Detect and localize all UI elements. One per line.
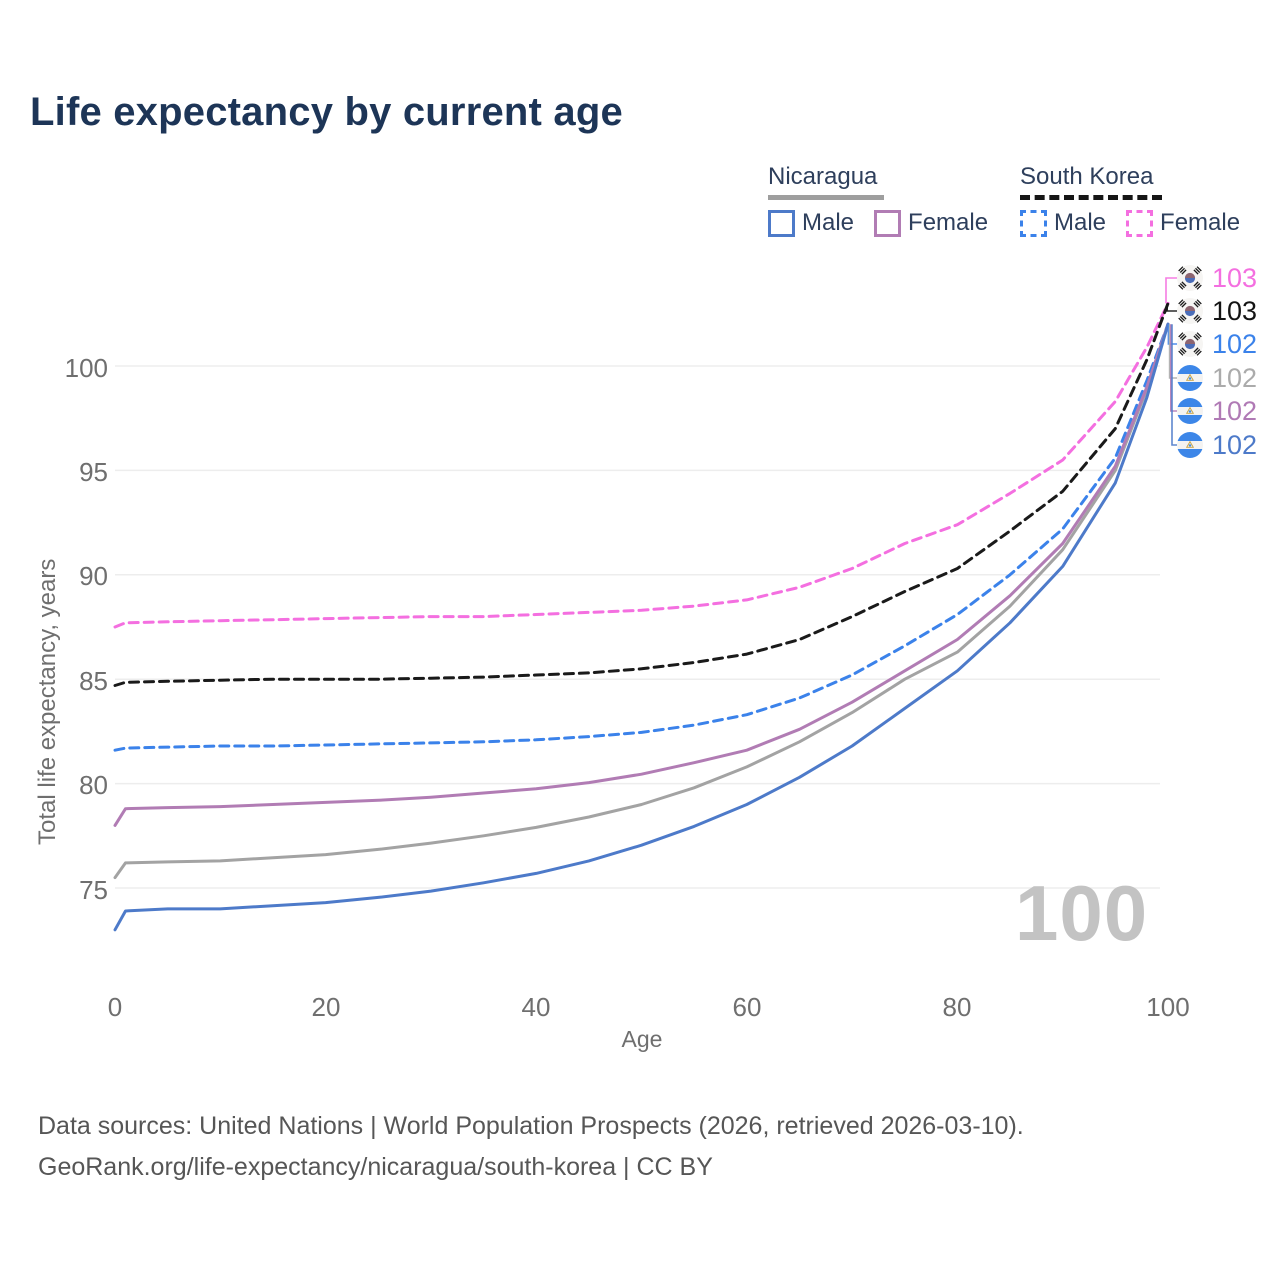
south-korea-flag-icon [1177, 265, 1203, 291]
end-value: 102 [1212, 328, 1258, 359]
legend-group-south-korea: South Korea Male Female [1020, 163, 1260, 237]
end-label-south-korea-total: 103 [1177, 295, 1258, 326]
attribution-line: GeoRank.org/life-expectancy/nicaragua/so… [38, 1153, 713, 1181]
south-korea-flag-icon [1177, 331, 1203, 357]
end-value: 103 [1212, 295, 1258, 326]
data-sources-line: Data sources: United Nations | World Pop… [38, 1112, 1024, 1140]
legend-label-south-korea-male[interactable]: Male [1054, 209, 1107, 236]
end-value: 102 [1212, 429, 1258, 460]
legend-country-nicaragua: Nicaragua [768, 163, 878, 190]
swatch-nicaragua-male[interactable] [768, 209, 795, 237]
x-tick-40: 40 [521, 992, 551, 1022]
nicaragua-flag-icon [1177, 398, 1203, 424]
end-label-nicaragua-female: 102 [1177, 395, 1258, 426]
legend-label-nicaragua-female[interactable]: Female [908, 209, 989, 236]
y-tick-80: 80 [79, 770, 108, 800]
x-tick-20: 20 [311, 992, 341, 1022]
y-tick-75: 75 [79, 875, 108, 905]
swatch-nicaragua-female[interactable] [874, 209, 902, 237]
page-title: Life expectancy by current age [30, 90, 623, 134]
x-tick-0: 0 [107, 992, 123, 1022]
x-axis-title: Age [621, 1026, 663, 1052]
y-tick-85: 85 [79, 666, 108, 696]
end-value: 103 [1212, 262, 1258, 293]
end-label-nicaragua-male: 102 [1177, 429, 1258, 460]
x-tick-60: 60 [732, 992, 762, 1022]
y-tick-90: 90 [79, 561, 108, 591]
end-label-south-korea-female: 103 [1177, 262, 1258, 293]
footer: Data sources: United Nations | World Pop… [38, 1106, 1024, 1188]
nicaragua-flag-icon [1177, 432, 1203, 458]
y-tick-95: 95 [79, 457, 108, 487]
end-value: 102 [1212, 362, 1258, 393]
south-korea-line-style-sample [1020, 195, 1162, 200]
legend-country-south-korea: South Korea [1020, 163, 1154, 190]
south-korea-flag-icon [1177, 298, 1203, 324]
legend-label-nicaragua-male[interactable]: Male [802, 209, 855, 236]
y-axis-title: Total life expectancy, years [34, 558, 61, 845]
swatch-south-korea-female[interactable] [1126, 209, 1154, 237]
legend-group-nicaragua: Nicaragua Male Female [768, 163, 1008, 237]
nicaragua-line-style-sample [768, 195, 884, 200]
x-tick-100: 100 [1146, 992, 1190, 1022]
age-watermark: 100 [1015, 869, 1149, 957]
legend-label-south-korea-female[interactable]: Female [1160, 209, 1241, 236]
end-label-south-korea-male: 102 [1177, 328, 1258, 359]
end-value: 102 [1212, 395, 1258, 426]
y-tick-100: 100 [64, 353, 108, 383]
x-tick-80: 80 [942, 992, 972, 1022]
end-label-nicaragua-total: 102 [1177, 362, 1258, 393]
nicaragua-flag-icon [1177, 365, 1203, 391]
swatch-south-korea-male[interactable] [1020, 209, 1047, 237]
